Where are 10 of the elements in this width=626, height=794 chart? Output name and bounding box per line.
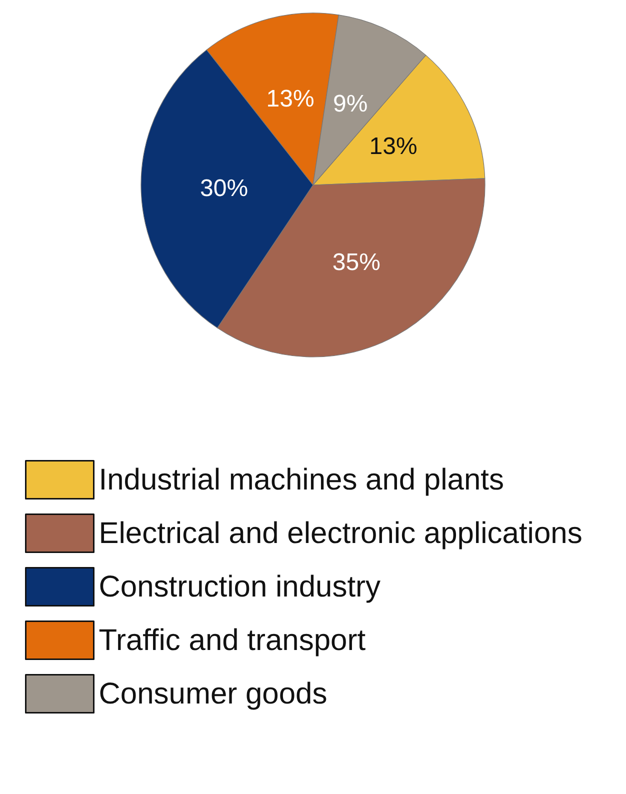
data-label: 35% <box>332 249 380 276</box>
legend-label: Construction industry <box>98 570 381 604</box>
legend-label: Traffic and transport <box>98 624 366 657</box>
data-label: 9% <box>332 90 368 118</box>
legend-label: Electrical and electronic applications <box>98 516 582 550</box>
legend-label: Consumer goods <box>98 677 328 710</box>
legend-label: Industrial machines and plants <box>98 463 504 496</box>
data-label: 13% <box>266 85 314 112</box>
data-label: 13% <box>369 133 418 160</box>
data-label: 30% <box>200 174 248 202</box>
